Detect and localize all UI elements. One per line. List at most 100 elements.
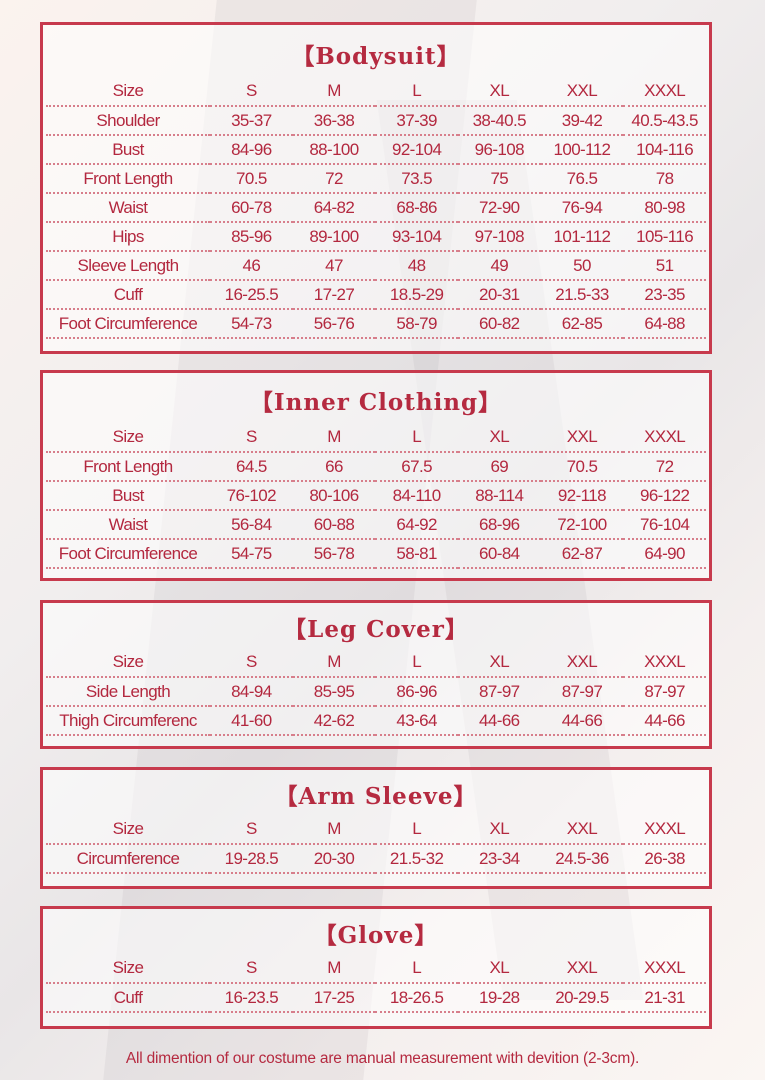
measurement-cell: 20-31	[457, 280, 541, 310]
table-row: Cuff 16-25.5 17-27 18.5-29 20-31 21.5-33 23-35	[46, 280, 706, 310]
table-row: Circumference 19-28.5 20-30 21.5-32 23-34 24.…	[46, 844, 706, 874]
size-header: S	[210, 954, 293, 984]
table-row: Sleeve Length 46 47 48 49 50 51	[46, 251, 706, 281]
size-header: XXXL	[623, 954, 706, 984]
measurement-cell: 24.5-36	[540, 844, 624, 874]
measurement-table: Size S M L XL XXL XXXL Front Length 64.5 66 67.5 69…	[46, 423, 706, 569]
row-label: Foot Circumference	[46, 539, 210, 569]
measurement-cell: 97-108	[457, 222, 541, 252]
section-title: 【Bodysuit】	[291, 43, 461, 70]
measurement-cell: 58-81	[375, 539, 458, 569]
measurement-table: Size S M L XL XXL XXXL Side Length 84-94 85-95 86-…	[46, 648, 706, 736]
size-table-inner-clothing: 【Inner Clothing】 Size S M L XL XXL XXXL Front Le…	[40, 370, 712, 581]
table-row: Front Length 70.5 72 73.5 75 76.5 78	[46, 164, 706, 194]
measurement-cell: 72	[292, 164, 376, 194]
measurement-cell: 44-66	[540, 706, 624, 736]
table-row: Foot Circumference 54-75 56-78 58-81 60-84 62…	[46, 539, 706, 569]
size-header: M	[292, 648, 376, 678]
measurement-cell: 37-39	[375, 106, 458, 136]
measurement-cell: 40.5-43.5	[623, 106, 706, 136]
row-label: Side Length	[46, 677, 210, 707]
measurement-cell: 39-42	[540, 106, 624, 136]
size-table-bodysuit: 【Bodysuit】 Size S M L XL XXL XXXL Shoulder 35-37 3…	[40, 22, 712, 354]
table-row: Cuff 16-23.5 17-25 18-26.5 19-28 20-29.5 21-31	[46, 983, 706, 1013]
size-header: L	[375, 648, 458, 678]
size-table-glove: 【Glove】 Size S M L XL XXL XXXL Cuff 16-23.5 17-25 1…	[40, 906, 712, 1029]
row-label: Shoulder	[46, 106, 210, 136]
measurement-cell: 87-97	[457, 677, 541, 707]
measurement-cell: 44-66	[457, 706, 541, 736]
measurement-cell: 54-75	[210, 539, 293, 569]
table-row: Waist 56-84 60-88 64-92 68-96 72-100 76-104	[46, 510, 706, 540]
table-row: Thigh Circumferenc 41-60 42-62 43-64 44-66 44…	[46, 706, 706, 736]
row-label: Bust	[46, 135, 210, 165]
measurement-cell: 21-31	[623, 983, 706, 1013]
section-title: 【Leg Cover】	[283, 616, 469, 643]
measurement-cell: 96-108	[457, 135, 541, 165]
measurement-cell: 64-82	[292, 193, 376, 223]
size-header: S	[210, 77, 293, 107]
measurement-cell: 51	[623, 251, 706, 281]
size-header: L	[375, 77, 458, 107]
measurement-cell: 73.5	[375, 164, 458, 194]
measurement-cell: 20-30	[292, 844, 376, 874]
measurement-cell: 35-37	[210, 106, 293, 136]
measurement-cell: 62-87	[540, 539, 624, 569]
table-row: Bust 76-102 80-106 84-110 88-114 92-118 96-122	[46, 481, 706, 511]
measurement-cell: 60-88	[292, 510, 376, 540]
measurement-cell: 20-29.5	[540, 983, 624, 1013]
size-header: L	[375, 954, 458, 984]
size-table-arm-sleeve: 【Arm Sleeve】 Size S M L XL XXL XXXL Circumferenc…	[40, 767, 712, 889]
table-row: Shoulder 35-37 36-38 37-39 38-40.5 39-42 40.5-…	[46, 106, 706, 136]
row-label: Size	[46, 648, 210, 678]
size-header: S	[210, 815, 293, 845]
measurement-cell: 70.5	[540, 452, 624, 482]
measurement-cell: 64.5	[210, 452, 293, 482]
measurement-cell: 49	[457, 251, 541, 281]
measurement-cell: 64-92	[375, 510, 458, 540]
measurement-cell: 68-86	[375, 193, 458, 223]
measurement-cell: 70.5	[210, 164, 293, 194]
measurement-cell: 69	[457, 452, 541, 482]
measurement-cell: 84-94	[210, 677, 293, 707]
measurement-cell: 105-116	[623, 222, 706, 252]
measurement-cell: 68-96	[457, 510, 541, 540]
size-header-row: Size S M L XL XXL XXXL	[46, 77, 706, 107]
size-header: XL	[457, 648, 541, 678]
table-row: Foot Circumference 54-73 56-76 58-79 60-82 62…	[46, 309, 706, 339]
size-header: XXL	[540, 423, 624, 453]
size-header-row: Size S M L XL XXL XXXL	[46, 815, 706, 845]
measurement-cell: 66	[292, 452, 376, 482]
measurement-cell: 60-84	[457, 539, 541, 569]
measurement-cell: 19-28.5	[210, 844, 293, 874]
measurement-cell: 58-79	[375, 309, 458, 339]
measurement-cell: 93-104	[375, 222, 458, 252]
measurement-cell: 72-90	[457, 193, 541, 223]
measurement-cell: 56-78	[292, 539, 376, 569]
measurement-cell: 18-26.5	[375, 983, 458, 1013]
measurement-cell: 72	[623, 452, 706, 482]
measurement-cell: 87-97	[623, 677, 706, 707]
table-row: Hips 85-96 89-100 93-104 97-108 101-112 105-11…	[46, 222, 706, 252]
row-label: Waist	[46, 193, 210, 223]
row-label: Circumference	[46, 844, 210, 874]
size-table-leg-cover: 【Leg Cover】 Size S M L XL XXL XXXL Side Length 84…	[40, 600, 712, 749]
size-header: XXL	[540, 954, 624, 984]
row-label: Front Length	[46, 164, 210, 194]
size-header: XXL	[540, 77, 624, 107]
size-header: M	[292, 77, 376, 107]
measurement-cell: 92-104	[375, 135, 458, 165]
measurement-cell: 85-96	[210, 222, 293, 252]
measurement-cell: 88-114	[457, 481, 541, 511]
table-row: Waist 60-78 64-82 68-86 72-90 76-94 80-98	[46, 193, 706, 223]
measurement-note: All dimention of our costume are manual …	[125, 1050, 640, 1067]
table-row: Front Length 64.5 66 67.5 69 70.5 72	[46, 452, 706, 482]
size-header: XXL	[540, 815, 624, 845]
row-label: Cuff	[46, 280, 210, 310]
measurement-cell: 16-25.5	[210, 280, 293, 310]
row-label: Size	[46, 815, 210, 845]
row-label: Size	[46, 423, 210, 453]
measurement-cell: 87-97	[540, 677, 624, 707]
row-label: Foot Circumference	[46, 309, 210, 339]
measurement-cell: 43-64	[375, 706, 458, 736]
